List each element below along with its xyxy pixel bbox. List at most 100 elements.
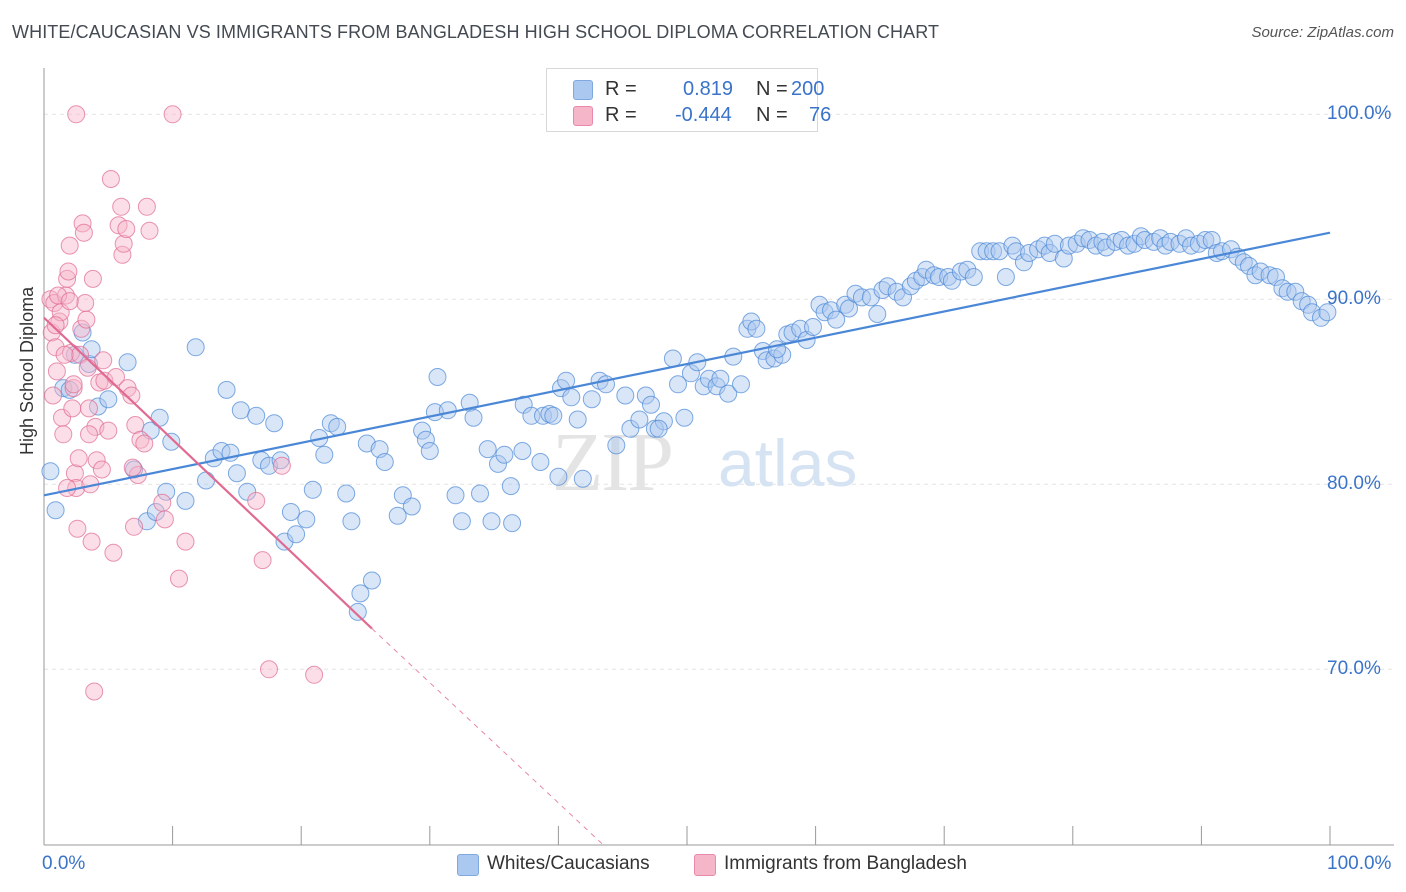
data-point (44, 386, 62, 405)
data-point (72, 319, 91, 338)
data-point (101, 170, 120, 188)
data-point (87, 451, 106, 470)
data-point (420, 442, 439, 460)
data-point (964, 268, 983, 286)
data-point (170, 569, 188, 588)
data-point (49, 286, 68, 305)
data-point (271, 451, 290, 470)
data-point (58, 479, 77, 497)
data-point (1278, 282, 1297, 301)
data-point (732, 375, 750, 394)
data-point (375, 453, 394, 471)
data-point (55, 345, 74, 364)
data-point (719, 384, 738, 403)
data-point (649, 419, 668, 438)
data-point (1014, 253, 1033, 272)
data-point (351, 584, 370, 603)
data-point (531, 453, 550, 471)
data-point (663, 349, 682, 368)
bottom-legend-swatch-bangladesh (694, 854, 716, 876)
data-point (275, 532, 294, 551)
data-point (153, 493, 172, 512)
data-point (73, 214, 92, 233)
data-point (544, 406, 563, 425)
data-point (768, 340, 786, 359)
data-point (77, 310, 96, 329)
data-point (438, 401, 457, 420)
data-point (89, 397, 107, 416)
data-point (80, 425, 98, 444)
data-point (582, 390, 601, 409)
data-point (562, 388, 581, 407)
data-point (104, 543, 123, 562)
data-point (186, 338, 205, 357)
data-point (681, 364, 700, 383)
legend-r-label: R = (605, 78, 637, 100)
trend-line-whites (43, 231, 1331, 497)
data-point (65, 464, 84, 483)
data-point (260, 660, 278, 679)
data-point (402, 497, 421, 516)
legend-swatch-bangladesh (573, 106, 593, 126)
data-point (534, 406, 552, 425)
data-point (482, 512, 501, 531)
data-point (711, 369, 730, 388)
data-point (464, 408, 483, 427)
data-point (315, 445, 334, 464)
data-point (1240, 257, 1258, 275)
data-point (342, 512, 361, 531)
data-point (1059, 236, 1078, 255)
data-point (984, 242, 1003, 261)
data-point (568, 410, 587, 429)
data-point (114, 234, 133, 253)
data-point (413, 421, 432, 440)
data-point (503, 514, 522, 533)
data-point (64, 379, 83, 398)
data-point (636, 386, 655, 405)
data-point (247, 406, 266, 425)
bottom-legend-label-whites: Whites/Caucasians (487, 853, 650, 874)
data-point (46, 316, 65, 335)
data-point (1135, 231, 1154, 249)
data-point (78, 358, 97, 377)
data-point (1125, 234, 1144, 253)
data-point (281, 503, 300, 521)
bottom-legend-label-bangladesh: Immigrants from Bangladesh (724, 853, 967, 874)
data-point (1045, 234, 1064, 253)
data-point (265, 414, 284, 433)
watermark-atlas: atlas (718, 426, 857, 500)
trend-line-extension (371, 628, 604, 846)
chart-title: WHITE/CAUCASIAN VS IMMIGRANTS FROM BANGL… (12, 22, 940, 42)
data-point (135, 434, 154, 453)
legend-r-value: -0.444 (675, 104, 732, 126)
data-point (41, 462, 60, 481)
x-tick-label-max: 100.0% (1327, 853, 1392, 874)
data-point (80, 399, 98, 418)
data-point (287, 525, 306, 544)
data-point (140, 221, 159, 240)
data-point (616, 386, 635, 405)
data-point (155, 510, 174, 529)
data-point (495, 445, 514, 464)
data-point (253, 551, 272, 570)
data-point (247, 491, 266, 510)
data-point (977, 242, 996, 261)
data-point (1267, 268, 1285, 286)
data-point (348, 602, 367, 621)
data-point (64, 375, 83, 394)
data-point (94, 351, 113, 370)
data-point (197, 471, 215, 490)
data-point (69, 449, 88, 468)
data-point (157, 482, 176, 501)
y-tick-label: 70.0% (1327, 658, 1381, 680)
data-point (328, 417, 347, 436)
data-point (60, 292, 79, 311)
data-point (176, 491, 195, 510)
y-tick-label: 100.0% (1327, 103, 1392, 125)
data-point (272, 456, 291, 475)
series-bangladesh (41, 105, 324, 701)
data-point (112, 197, 131, 216)
data-point (1260, 266, 1279, 285)
data-point (861, 288, 880, 307)
x-tick-label-min: 0.0% (42, 853, 86, 874)
